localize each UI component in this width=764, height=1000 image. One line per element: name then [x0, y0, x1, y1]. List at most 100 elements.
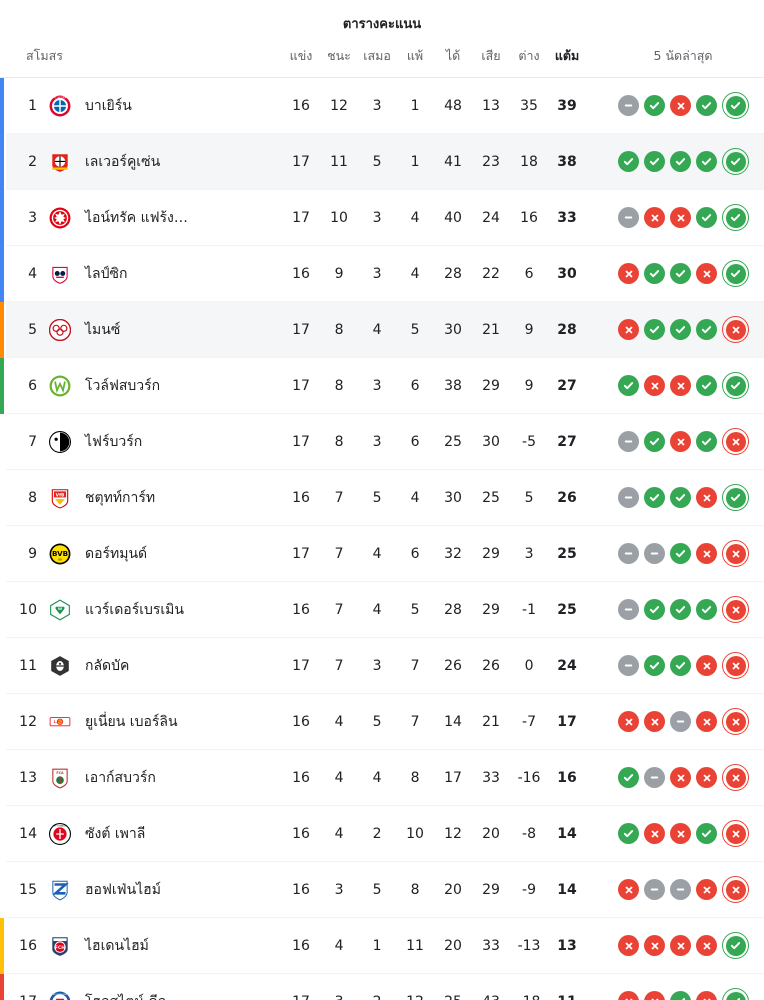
form-indicator[interactable] [696, 991, 718, 1000]
team-name[interactable]: เอาก์สบวร์ก [74, 749, 283, 806]
form-indicator-latest[interactable] [722, 820, 750, 847]
table-row[interactable]: 16 FCH ไฮเดนไฮม์ 16 4 1 11 20 33 -13 13 [0, 917, 764, 974]
form-indicator[interactable] [696, 823, 718, 844]
form-indicator-latest[interactable] [722, 484, 750, 511]
form-indicator[interactable] [644, 319, 666, 340]
team-name[interactable]: กลัดบัค [74, 637, 283, 694]
form-indicator[interactable] [644, 543, 666, 564]
form-indicator[interactable] [618, 935, 640, 956]
form-indicator[interactable] [618, 767, 640, 788]
form-indicator[interactable] [618, 319, 640, 340]
table-row[interactable]: 8 VfB ชตุทท์การ์ท 16 7 5 4 30 25 5 26 [0, 469, 764, 526]
team-name[interactable]: ไฮเดนไฮม์ [74, 917, 283, 974]
form-indicator[interactable] [618, 151, 640, 172]
team-name[interactable]: ไลป์ซิก [74, 245, 283, 302]
form-indicator[interactable] [618, 431, 640, 452]
team-name[interactable]: บาเยิร์น [85, 97, 132, 114]
form-indicator-latest[interactable] [722, 260, 750, 287]
form-indicator[interactable] [618, 655, 640, 676]
table-row[interactable]: 5 ไมนซ์ 17 8 4 5 30 21 9 28 [0, 301, 764, 358]
form-indicator-latest[interactable] [722, 764, 750, 791]
form-indicator[interactable] [696, 431, 718, 452]
form-indicator[interactable] [670, 543, 692, 564]
team-name[interactable]: ซังต์ เพาลี [74, 805, 283, 862]
form-indicator[interactable] [696, 767, 718, 788]
form-indicator[interactable] [670, 767, 692, 788]
form-indicator[interactable] [644, 431, 666, 452]
form-indicator-latest[interactable] [722, 204, 750, 231]
form-indicator[interactable] [696, 487, 718, 508]
form-indicator[interactable] [670, 263, 692, 284]
form-indicator[interactable] [696, 151, 718, 172]
table-row[interactable]: 2 เลเวอร์คูเซ่น 17 11 5 1 41 23 18 38 [0, 133, 764, 190]
table-row[interactable]: 15 ฮอฟเฟ่นไฮม์ 16 3 5 8 20 29 -9 14 [0, 861, 764, 918]
team-name[interactable]: ชตุทท์การ์ท [74, 469, 283, 526]
form-indicator[interactable] [618, 711, 640, 732]
form-indicator[interactable] [670, 991, 692, 1000]
team-name[interactable]: ฮอฟเฟ่นไฮม์ [74, 861, 283, 918]
team-name[interactable]: ไฟร์บวร์ก [74, 413, 283, 470]
table-row[interactable]: 13 FCA เอาก์สบวร์ก 16 4 4 8 17 33 -16 16 [0, 749, 764, 806]
team-name[interactable]: ไมนซ์ [74, 301, 283, 358]
form-indicator[interactable] [644, 95, 666, 116]
form-indicator[interactable] [644, 711, 666, 732]
form-indicator[interactable] [696, 543, 718, 564]
form-indicator[interactable] [670, 95, 692, 116]
form-indicator[interactable] [696, 879, 718, 900]
form-indicator[interactable] [670, 431, 692, 452]
team-name[interactable]: โฮลสไตน์ คีล [74, 973, 283, 1000]
form-indicator[interactable] [644, 487, 666, 508]
form-indicator[interactable] [618, 375, 640, 396]
form-indicator[interactable] [618, 207, 640, 228]
form-indicator[interactable] [618, 879, 640, 900]
form-indicator[interactable] [696, 207, 718, 228]
table-row[interactable]: 4 ไลป์ซิก 16 9 3 4 28 22 6 30 [0, 245, 764, 302]
team-name[interactable]: ไอน์ทรัค แฟร้ง… [74, 189, 283, 246]
table-row[interactable]: 11 กลัดบัค 17 7 3 7 26 26 0 24 [0, 637, 764, 694]
form-indicator[interactable] [618, 991, 640, 1000]
form-indicator-latest[interactable] [722, 148, 750, 175]
team-name[interactable]: ดอร์ทมุนด์ [74, 525, 283, 582]
form-indicator-latest[interactable] [722, 540, 750, 567]
form-indicator[interactable] [696, 655, 718, 676]
form-indicator[interactable] [670, 151, 692, 172]
form-indicator[interactable] [696, 599, 718, 620]
table-row[interactable]: 1 FC BAYERN บาเยิร์น 16 12 3 1 48 13 35 39 [0, 78, 764, 134]
table-row[interactable]: 10 W แวร์เดอร์เบรเมิน 16 7 4 5 28 29 -1 25 [0, 581, 764, 638]
form-indicator[interactable] [618, 823, 640, 844]
form-indicator[interactable] [618, 599, 640, 620]
form-indicator[interactable] [670, 207, 692, 228]
form-indicator[interactable] [670, 375, 692, 396]
form-indicator[interactable] [696, 935, 718, 956]
form-indicator-latest[interactable] [722, 988, 750, 1000]
form-indicator[interactable] [696, 263, 718, 284]
table-row[interactable]: 17HOLSTEIN KIELโฮลสไตน์ คีล1732122543-18… [0, 973, 764, 1000]
form-indicator[interactable] [670, 599, 692, 620]
form-indicator[interactable] [696, 319, 718, 340]
form-indicator[interactable] [670, 655, 692, 676]
form-indicator[interactable] [644, 879, 666, 900]
form-indicator[interactable] [618, 95, 640, 116]
form-indicator-latest[interactable] [722, 372, 750, 399]
form-indicator[interactable] [670, 711, 692, 732]
form-indicator-latest[interactable] [722, 708, 750, 735]
form-indicator-latest[interactable] [722, 932, 750, 959]
form-indicator[interactable] [644, 599, 666, 620]
form-indicator-latest[interactable] [722, 652, 750, 679]
table-row[interactable]: 12 1.FC ยูเนี่ยน เบอร์ลิน 16 4 5 7 14 21 -7 17 [0, 693, 764, 750]
form-indicator[interactable] [644, 375, 666, 396]
form-indicator[interactable] [644, 991, 666, 1000]
team-name[interactable]: โวล์ฟสบวร์ก [74, 357, 283, 414]
form-indicator[interactable] [670, 823, 692, 844]
table-row[interactable]: 3 ไอน์ทรัค แฟร้ง… 17 10 3 4 40 24 16 33 [0, 189, 764, 246]
team-name[interactable]: ยูเนี่ยน เบอร์ลิน [74, 693, 283, 750]
form-indicator[interactable] [644, 263, 666, 284]
form-indicator-latest[interactable] [722, 428, 750, 455]
form-indicator[interactable] [644, 823, 666, 844]
form-indicator[interactable] [618, 487, 640, 508]
team-name[interactable]: แวร์เดอร์เบรเมิน [74, 581, 283, 638]
form-indicator[interactable] [644, 207, 666, 228]
form-indicator[interactable] [696, 375, 718, 396]
form-indicator[interactable] [670, 879, 692, 900]
form-indicator[interactable] [644, 655, 666, 676]
